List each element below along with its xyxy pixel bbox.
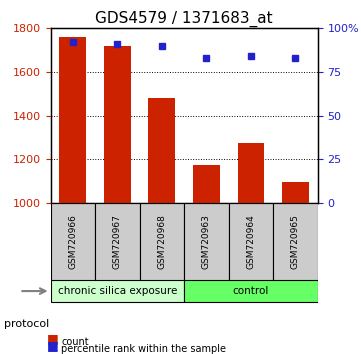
Bar (282, 182, 309, 203)
Text: protocol: protocol (4, 319, 49, 329)
Bar (60, 37, 86, 203)
Title: GDS4579 / 1371683_at: GDS4579 / 1371683_at (95, 11, 273, 27)
FancyBboxPatch shape (184, 203, 229, 280)
Text: percentile rank within the sample: percentile rank within the sample (61, 344, 226, 354)
Text: chronic silica exposure: chronic silica exposure (58, 286, 177, 296)
Bar (148, 98, 175, 203)
Bar (238, 143, 264, 203)
Text: GSM720966: GSM720966 (68, 214, 77, 269)
Text: GSM720968: GSM720968 (157, 214, 166, 269)
Bar (104, 46, 131, 203)
FancyBboxPatch shape (184, 280, 318, 302)
FancyBboxPatch shape (51, 280, 184, 302)
Text: control: control (233, 286, 269, 296)
FancyBboxPatch shape (273, 203, 318, 280)
Text: ■: ■ (47, 339, 59, 352)
Bar (193, 165, 220, 203)
Text: GSM720965: GSM720965 (291, 214, 300, 269)
Text: GSM720967: GSM720967 (113, 214, 122, 269)
FancyBboxPatch shape (229, 203, 273, 280)
FancyBboxPatch shape (51, 203, 95, 280)
FancyBboxPatch shape (95, 203, 140, 280)
Text: count: count (61, 337, 89, 347)
Text: GSM720963: GSM720963 (202, 214, 211, 269)
Text: GSM720964: GSM720964 (247, 214, 255, 269)
FancyBboxPatch shape (140, 203, 184, 280)
Text: ■: ■ (47, 332, 59, 345)
